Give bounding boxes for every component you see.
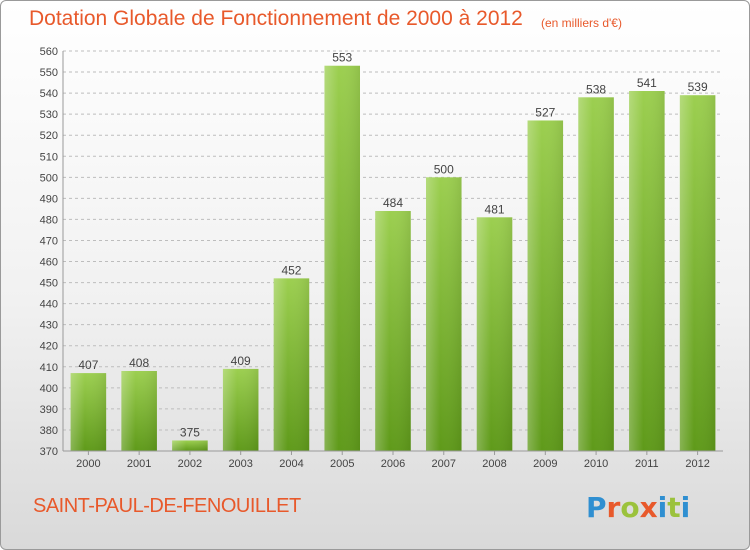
commune-name: SAINT-PAUL-DE-FENOUILLET: [33, 495, 301, 517]
data-label: 452: [281, 263, 301, 277]
data-label: 541: [637, 76, 657, 90]
data-label: 527: [535, 105, 555, 119]
bar-shine: [121, 371, 157, 451]
x-tick-label: 2000: [76, 458, 100, 470]
y-tick-label: 410: [40, 362, 58, 374]
y-tick-label: 520: [40, 130, 58, 142]
y-tick-label: 440: [40, 299, 58, 311]
logo-letter: i: [657, 491, 668, 524]
data-label: 553: [332, 51, 352, 65]
logo-letter: i: [680, 491, 691, 524]
y-tick-label: 450: [40, 278, 58, 290]
x-tick-label: 2003: [228, 458, 252, 470]
logo-letter: P: [586, 491, 607, 524]
bar-shine: [222, 368, 259, 451]
bar-shine: [273, 278, 310, 451]
data-label: 481: [485, 202, 505, 216]
x-tick-label: 2012: [685, 458, 709, 470]
x-tick-label: 2010: [584, 458, 608, 470]
bar-shine: [629, 91, 665, 451]
y-tick-label: 560: [40, 46, 58, 58]
y-tick-label: 420: [40, 341, 58, 353]
y-tick-label: 530: [40, 109, 58, 121]
x-tick-label: 2001: [127, 458, 151, 470]
logo-letter: t: [667, 491, 681, 524]
data-label: 538: [586, 82, 606, 96]
y-tick-label: 370: [40, 446, 58, 458]
bar-shine: [476, 217, 513, 451]
data-label: 484: [383, 196, 403, 210]
x-tick-label: 2004: [279, 458, 303, 470]
x-tick-label: 2006: [381, 458, 405, 470]
bar-shine: [172, 440, 208, 451]
y-tick-label: 380: [40, 425, 58, 437]
y-tick-label: 550: [40, 67, 58, 79]
logo-letter: x: [639, 491, 658, 524]
y-tick-label: 540: [40, 88, 58, 100]
bar-shine: [70, 373, 107, 451]
data-label: 409: [231, 354, 251, 368]
data-label: 407: [78, 358, 98, 372]
logo-letter: o: [620, 491, 640, 524]
bar-shine: [679, 95, 716, 452]
logo-letter: r: [606, 491, 621, 524]
y-tick-label: 510: [40, 151, 58, 163]
y-tick-label: 470: [40, 235, 58, 247]
y-tick-label: 480: [40, 214, 58, 226]
y-tick-label: 490: [40, 193, 58, 205]
data-label: 539: [688, 80, 708, 94]
data-label: 500: [434, 162, 454, 176]
bar-shine: [527, 120, 564, 451]
x-tick-label: 2005: [330, 458, 354, 470]
bar-shine: [578, 97, 614, 451]
bar-shine: [375, 211, 411, 451]
y-tick-label: 400: [40, 383, 58, 395]
bar-shine: [324, 65, 360, 451]
unit-label: (en milliers d'€): [541, 16, 622, 30]
bar-shine: [426, 177, 462, 451]
y-tick-label: 460: [40, 257, 58, 269]
x-tick-label: 2002: [178, 458, 202, 470]
x-tick-label: 2011: [635, 458, 659, 470]
x-tick-label: 2008: [482, 458, 506, 470]
data-label: 408: [129, 356, 149, 370]
proxiti-logo: Proxiti: [586, 491, 690, 524]
chart-title: Dotation Globale de Fonctionnement de 20…: [29, 7, 523, 30]
y-tick-label: 500: [40, 172, 58, 184]
y-tick-label: 390: [40, 404, 58, 416]
y-tick-label: 430: [40, 320, 58, 332]
x-tick-label: 2009: [533, 458, 557, 470]
x-tick-label: 2007: [432, 458, 456, 470]
data-label: 375: [180, 425, 200, 439]
